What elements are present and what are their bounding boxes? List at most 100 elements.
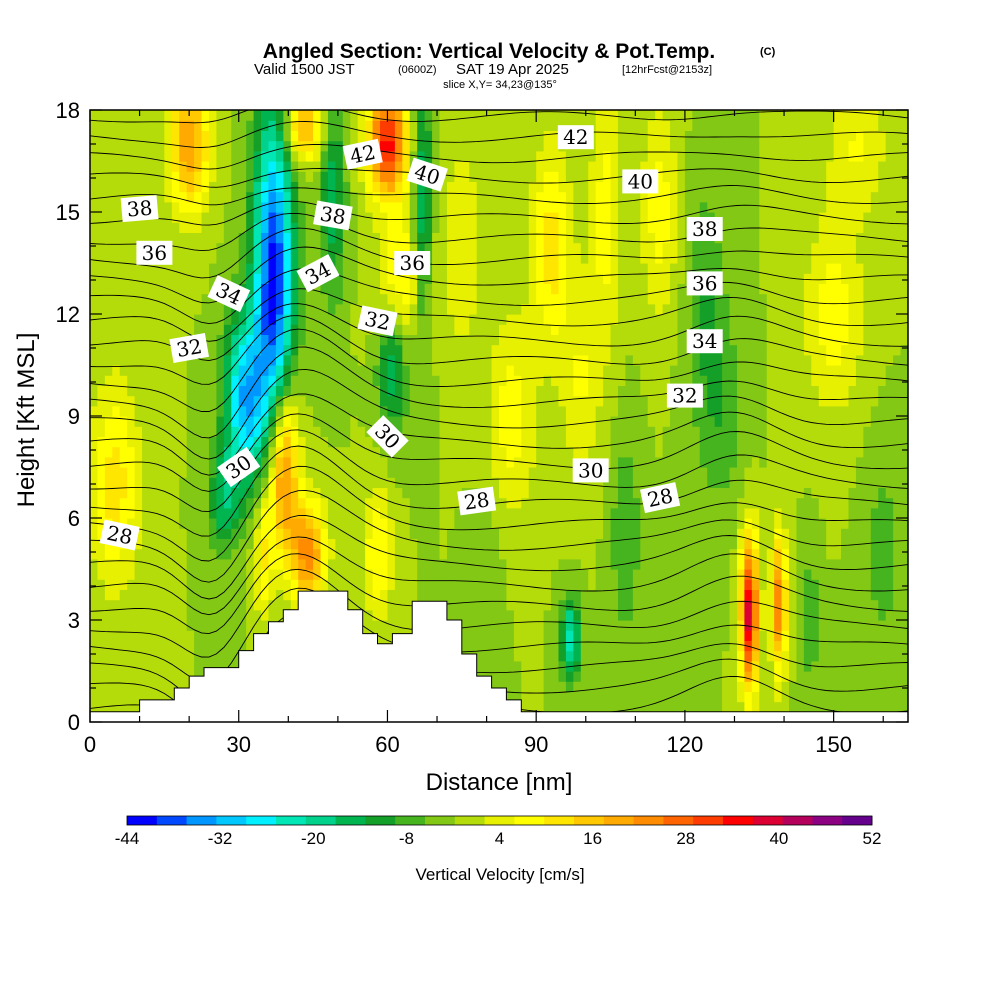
velocity-cell [223,150,232,162]
velocity-cell [97,620,106,631]
velocity-cell [506,538,515,550]
velocity-cell [580,273,589,284]
velocity-cell [194,579,203,590]
velocity-cell [313,569,322,580]
velocity-cell [201,589,210,601]
velocity-cell [164,640,173,652]
velocity-cell [632,701,641,713]
velocity-cell [469,589,478,601]
velocity-cell [603,303,612,315]
velocity-cell [112,507,121,519]
velocity-cell [536,365,545,376]
velocity-cell [476,405,485,417]
velocity-cell [387,171,396,182]
velocity-cell [551,263,560,274]
velocity-cell [446,181,455,193]
velocity-cell [283,569,292,580]
velocity-cell [595,212,604,223]
velocity-cell [283,293,292,305]
velocity-cell [670,691,679,703]
velocity-cell [625,263,634,274]
velocity-cell [298,130,307,142]
velocity-cell [320,375,329,386]
velocity-cell [476,181,485,193]
velocity-cell [231,334,240,346]
velocity-cell [201,212,210,223]
velocity-cell [565,497,574,509]
velocity-cell [655,110,664,121]
velocity-cell [662,436,671,448]
velocity-cell [342,497,351,509]
velocity-cell [573,548,582,560]
velocity-cell [595,110,604,121]
velocity-cell [223,528,232,539]
velocity-cell [409,344,418,356]
velocity-cell [261,161,270,172]
velocity-cell [506,150,515,162]
velocity-cell [164,130,173,142]
velocity-cell [446,252,455,264]
velocity-cell [446,191,455,203]
velocity-cell [580,518,589,529]
velocity-cell [134,579,143,590]
velocity-cell [194,375,203,386]
velocity-cell [305,344,314,356]
velocity-cell [380,456,389,468]
velocity-cell [476,242,485,254]
velocity-cell [625,375,634,386]
velocity-cell [662,385,671,397]
velocity-cell [104,212,113,223]
velocity-cell [208,630,218,641]
velocity-cell [327,558,336,570]
velocity-cell [380,548,389,560]
velocity-cell [365,599,374,611]
velocity-cell [268,558,277,570]
velocity-cell [699,620,708,631]
velocity-cell [454,456,463,468]
velocity-cell [231,110,240,121]
velocity-cell [476,161,485,172]
velocity-cell [662,303,671,315]
velocity-cell [499,681,508,692]
velocity-cell [409,436,418,448]
velocity-cell [699,130,708,142]
velocity-cell [424,395,433,407]
velocity-cell [268,456,277,468]
velocity-cell [283,181,292,193]
velocity-cell [327,467,336,478]
velocity-cell [268,344,277,356]
velocity-cell [112,416,121,427]
velocity-cell [506,191,515,203]
velocity-cell [320,416,329,427]
velocity-cell [97,130,106,142]
velocity-cell [142,314,151,325]
velocity-cell [394,456,403,468]
velocity-cell [142,171,151,182]
velocity-cell [543,691,552,703]
velocity-cell [640,467,649,478]
velocity-cell [558,293,567,305]
velocity-cell [283,507,292,519]
velocity-cell [171,528,180,539]
velocity-cell [186,599,195,611]
velocity-cell [342,487,351,499]
velocity-cell [156,283,165,295]
velocity-cell [283,354,292,366]
velocity-cell [171,161,180,172]
velocity-cell [662,140,671,152]
velocity-cell [655,344,664,356]
velocity-cell [647,558,656,570]
velocity-cell [327,375,336,386]
velocity-cell [536,569,545,580]
velocity-cell [580,620,589,631]
velocity-cell [580,375,589,386]
velocity-cell [246,487,255,499]
velocity-cell [469,273,478,284]
velocity-cell [320,242,329,254]
velocity-cell [573,375,582,386]
velocity-cell [112,303,121,315]
velocity-cell [476,385,485,397]
velocity-cell [365,436,374,448]
velocity-cell [417,222,426,233]
velocity-cell [253,620,262,631]
